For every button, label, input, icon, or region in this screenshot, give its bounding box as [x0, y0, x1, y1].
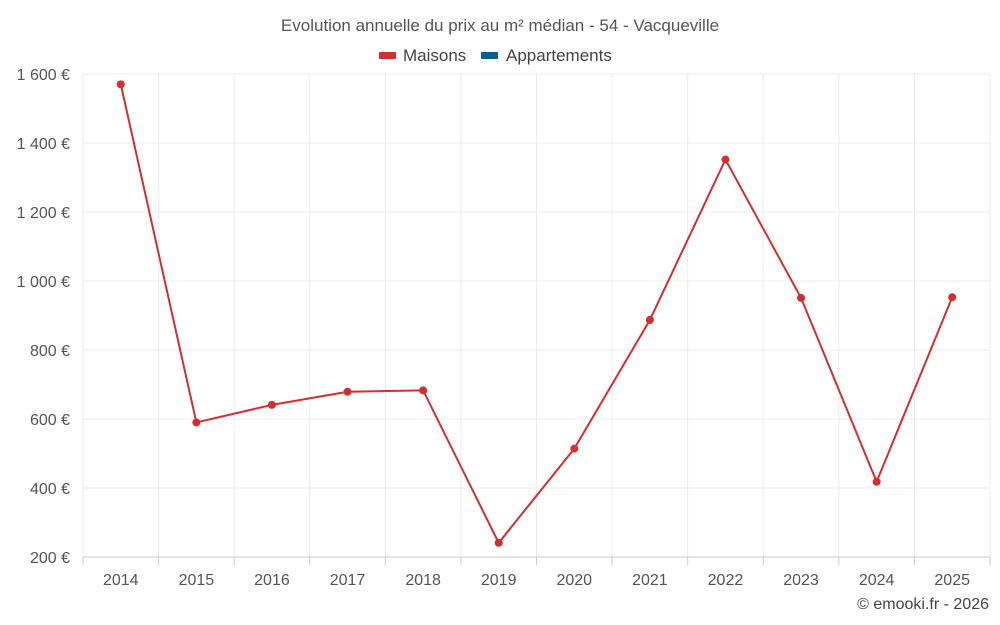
data-point[interactable]: [570, 444, 579, 453]
y-tick-label: 1 600 €: [17, 67, 70, 84]
legend-label-appartements: Appartements: [506, 46, 612, 65]
x-tick-label: 2019: [481, 572, 517, 589]
chart-title: Evolution annuelle du prix au m² médian …: [281, 16, 719, 35]
grid: [82, 73, 991, 558]
x-tick-label: 2022: [708, 572, 744, 589]
data-point[interactable]: [343, 387, 352, 396]
legend-swatch-maisons: [379, 52, 396, 59]
data-point[interactable]: [872, 477, 881, 486]
legend-item-maisons[interactable]: Maisons: [379, 46, 466, 65]
y-tick-label: 1 000 €: [17, 274, 70, 291]
data-point[interactable]: [267, 400, 276, 409]
data-point[interactable]: [645, 315, 654, 324]
data-point[interactable]: [192, 418, 201, 427]
data-point[interactable]: [494, 538, 503, 547]
data-point[interactable]: [419, 386, 428, 395]
y-tick-label: 600 €: [30, 412, 70, 429]
axes: 200 € 400 € 600 € 800 € 1 000 € 1 200 € 1 400 …: [17, 67, 991, 589]
x-tick-label: 2021: [632, 572, 668, 589]
legend: Maisons Appartements: [379, 46, 612, 65]
y-tick-label: 1 200 €: [17, 205, 70, 222]
credit-text: © emooki.fr - 2026: [857, 596, 989, 613]
data-point[interactable]: [721, 155, 730, 164]
x-tick-label: 2025: [934, 572, 970, 589]
legend-item-appartements[interactable]: Appartements: [481, 46, 612, 65]
x-tick-label: 2020: [556, 572, 592, 589]
series-line-maisons: [119, 84, 954, 545]
y-tick-label: 800 €: [30, 343, 70, 360]
legend-swatch-appartements: [481, 52, 498, 59]
x-tick-label: 2015: [179, 572, 215, 589]
data-point[interactable]: [797, 293, 806, 302]
x-tick-label: 2018: [405, 572, 441, 589]
y-tick-label: 200 €: [30, 550, 70, 567]
x-tick-label: 2024: [859, 572, 895, 589]
data-point[interactable]: [116, 80, 125, 89]
legend-label-maisons: Maisons: [403, 46, 466, 65]
y-tick-label: 400 €: [30, 481, 70, 498]
x-tick-label: 2017: [330, 572, 366, 589]
x-tick-label: 2023: [783, 572, 819, 589]
x-tick-label: 2016: [254, 572, 290, 589]
data-point[interactable]: [948, 293, 957, 302]
plot-area: [116, 80, 957, 547]
y-tick-label: 1 400 €: [17, 136, 70, 153]
x-tick-label: 2014: [103, 572, 139, 589]
